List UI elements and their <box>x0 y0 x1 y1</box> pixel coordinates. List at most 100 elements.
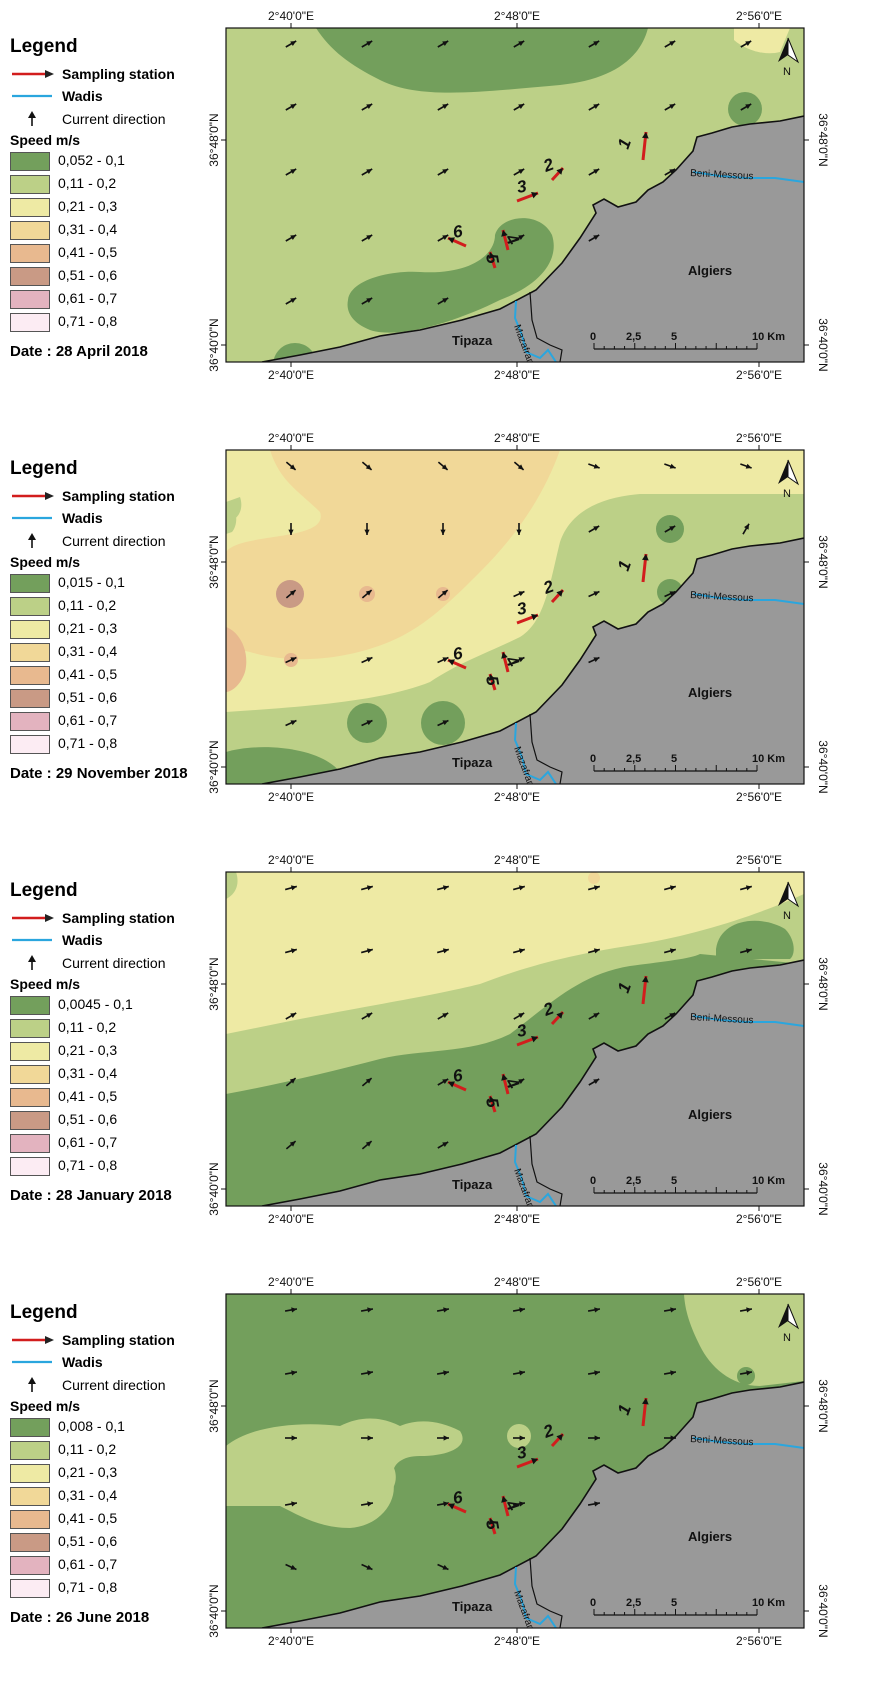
north-arrow-icon: N <box>778 1303 800 1344</box>
latitude-tick-label: 36°48'0"N <box>207 535 221 588</box>
legend: Legend Sampling station Wadis Current di… <box>10 0 225 420</box>
current-arrow <box>513 103 525 111</box>
scale-label: 10 Km <box>752 1597 785 1609</box>
speed-class-swatch <box>10 1579 50 1598</box>
map-frame <box>225 449 805 785</box>
speed-class-label: 0,51 - 0,6 <box>58 267 118 283</box>
current-arrow <box>437 719 449 727</box>
current-arrow <box>516 523 522 535</box>
province-boundary <box>529 1557 563 1628</box>
longitude-tick-label: 2°48'0"E <box>494 790 540 804</box>
sampling-station: 3 <box>515 1020 539 1047</box>
current-arrow <box>436 1307 450 1313</box>
current-arrow <box>361 656 373 664</box>
longitude-tick-label: 2°40'0"E <box>268 790 314 804</box>
sampling-station-arrow-icon <box>12 1336 54 1344</box>
speed-legend-title: Speed m/s <box>10 132 81 148</box>
longitude-tick-label: 2°40'0"E <box>268 853 314 867</box>
speed-class-swatch <box>10 1487 50 1506</box>
longitude-tick-label: 2°56'0"E <box>736 853 782 867</box>
zone-0-21-0-3 <box>700 872 760 886</box>
speed-class-label: 0,61 - 0,7 <box>58 712 118 728</box>
latitude-tick-label: 36°40'0"N <box>207 318 221 371</box>
station-label: 6 <box>451 1065 464 1085</box>
current-arrow <box>284 1307 298 1313</box>
sampling-station: 5 <box>482 1517 503 1535</box>
current-arrow <box>436 885 450 891</box>
station-label: 3 <box>515 1442 528 1462</box>
zone-low-speed <box>316 28 648 93</box>
speed-class-label: 0,51 - 0,6 <box>58 689 118 705</box>
current-arrow <box>587 885 601 891</box>
current-arrow <box>587 948 601 954</box>
scale-label: 2,5 <box>626 331 641 343</box>
beni-messous-label: Beni-Messous <box>690 1012 754 1026</box>
current-arrow <box>284 885 298 891</box>
current-arrow <box>437 103 449 111</box>
algiers-label: Algiers <box>688 685 732 700</box>
zone-0-11-0-2 <box>226 502 237 534</box>
current-arrow <box>285 1140 297 1150</box>
sampling-station: 5 <box>482 1095 503 1113</box>
speed-class-label: 0,31 - 0,4 <box>58 1065 118 1081</box>
latitude-tick-label: 36°48'0"N <box>816 113 830 166</box>
north-arrow-icon: N <box>778 881 800 922</box>
speed-class-label: 0,31 - 0,4 <box>58 1487 118 1503</box>
current-arrow <box>285 1077 297 1087</box>
current-arrow <box>742 523 750 535</box>
longitude-tick-label: 2°56'0"E <box>736 790 782 804</box>
current-arrow <box>436 1370 450 1376</box>
current-arrow <box>664 168 676 176</box>
current-arrow <box>285 461 297 471</box>
map-panel: Legend Sampling station Wadis Current di… <box>0 1266 882 1688</box>
current-arrow <box>361 297 373 305</box>
beni-messous-label: Beni-Messous <box>690 1434 754 1448</box>
wadi-line-icon <box>12 516 52 520</box>
speed-class-swatch <box>10 1019 50 1038</box>
speed-class-label: 0,41 - 0,5 <box>58 1088 118 1104</box>
scale-label: 5 <box>671 1597 677 1609</box>
speed-class-label: 0,41 - 0,5 <box>58 666 118 682</box>
current-arrow <box>361 40 373 48</box>
current-arrow <box>364 523 370 535</box>
longitude-tick-label: 2°56'0"E <box>736 1275 782 1289</box>
sampling-station: 3 <box>515 598 539 625</box>
current-arrow <box>285 719 297 727</box>
coastline <box>261 115 804 362</box>
legend: Legend Sampling station Wadis Current di… <box>10 422 225 842</box>
current-arrow <box>437 40 449 48</box>
wadi-line-icon <box>12 94 52 98</box>
current-arrow <box>588 103 600 111</box>
speed-class-label: 0,61 - 0,7 <box>58 1134 118 1150</box>
speed-class-label: 0,61 - 0,7 <box>58 1556 118 1572</box>
current-arrow <box>587 1370 601 1376</box>
station-label: 6 <box>451 1487 464 1507</box>
legend-label: Wadis <box>62 932 103 948</box>
scale-bar: 0 2,5 5 10 Km <box>590 1175 785 1194</box>
speed-class-label: 0,71 - 0,8 <box>58 313 118 329</box>
current-arrow <box>739 1370 753 1376</box>
current-arrow <box>664 103 676 111</box>
province-boundary <box>529 291 563 362</box>
speed-class-label: 0,11 - 0,2 <box>58 597 117 613</box>
scale-bar: 0 2,5 5 10 Km <box>590 753 785 772</box>
coastline <box>261 959 804 1206</box>
current-arrow <box>440 523 446 535</box>
scale-label: 2,5 <box>626 1597 641 1609</box>
legend-title: Legend <box>10 880 78 901</box>
tipaza-label: Tipaza <box>452 1177 493 1192</box>
beni-messous-wadi <box>692 171 804 183</box>
speed-class-swatch <box>10 1065 50 1084</box>
speed-class-swatch <box>10 620 50 639</box>
speed-class-swatch <box>10 735 50 754</box>
speed-class-label: 0,0045 - 0,1 <box>58 996 133 1012</box>
current-arrow <box>437 297 449 305</box>
survey-date: Date : 28 January 2018 <box>10 1187 172 1204</box>
longitude-tick-label: 2°40'0"E <box>268 9 314 23</box>
current-arrow <box>361 1435 373 1441</box>
legend-label: Sampling station <box>62 488 175 504</box>
current-arrow <box>513 1012 525 1020</box>
current-arrow <box>663 885 677 891</box>
